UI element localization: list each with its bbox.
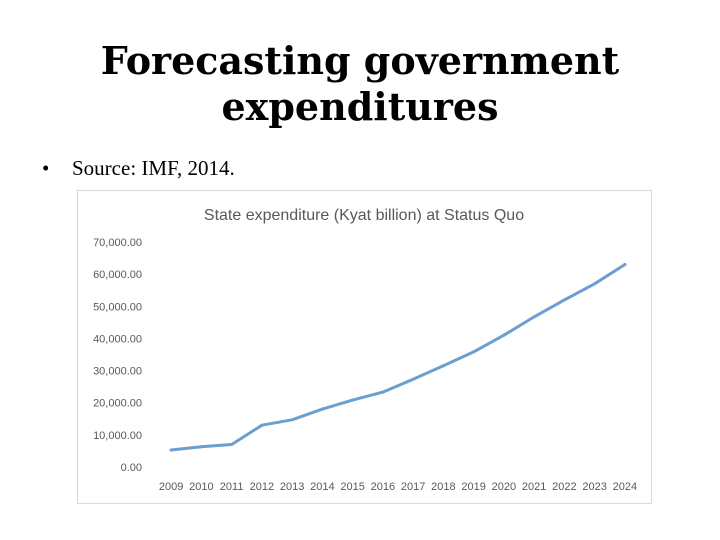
x-tick-label: 2019 <box>461 481 485 493</box>
data-point <box>199 445 203 449</box>
y-tick-label: 60,000.00 <box>93 269 142 281</box>
x-tick-label: 2012 <box>250 481 274 493</box>
slide-title-line-1: Forecasting government <box>100 38 620 83</box>
line-chart: State expenditure (Kyat billion) at Stat… <box>93 207 637 493</box>
series-line <box>169 263 627 452</box>
source-text: Source: IMF, 2014. <box>72 156 235 180</box>
y-tick-label: 40,000.00 <box>93 333 142 345</box>
x-tick-label: 2015 <box>340 481 364 493</box>
data-point <box>381 390 385 394</box>
x-tick-label: 2023 <box>582 481 606 493</box>
x-axis: 2009 2010 2011 2012 2013 2014 2015 2016 2017 2018… <box>159 481 637 493</box>
bullet-dot-icon: • <box>42 156 50 180</box>
y-tick-label: 10,000.00 <box>93 430 142 442</box>
y-axis: 0.00 10,000.00 20,000.00 30,000.00 40,000.00… <box>93 237 142 474</box>
y-tick-label: 0.00 <box>121 462 142 474</box>
data-point <box>411 377 415 381</box>
y-tick-label: 20,000.00 <box>93 398 142 410</box>
x-tick-label: 2020 <box>492 481 516 493</box>
x-tick-label: 2016 <box>371 481 395 493</box>
data-point <box>260 423 264 427</box>
y-tick-label: 50,000.00 <box>93 301 142 313</box>
data-point <box>320 407 324 411</box>
chart-title: State expenditure (Kyat billion) at Stat… <box>204 207 524 224</box>
x-tick-label: 2010 <box>189 481 213 493</box>
y-tick-label: 70,000.00 <box>93 237 142 249</box>
x-tick-label: 2022 <box>552 481 576 493</box>
data-point <box>562 298 566 302</box>
x-tick-label: 2011 <box>220 481 244 493</box>
series-group <box>169 263 627 452</box>
data-point <box>169 448 173 452</box>
data-point <box>593 282 597 286</box>
data-point <box>351 398 355 402</box>
data-point <box>472 350 476 354</box>
slide-title: Forecasting government expenditures <box>0 38 720 130</box>
chart-frame: State expenditure (Kyat billion) at Stat… <box>77 190 652 504</box>
x-tick-label: 2021 <box>522 481 546 493</box>
data-point <box>441 364 445 368</box>
y-tick-label: 30,000.00 <box>93 366 142 378</box>
x-tick-label: 2024 <box>613 481 637 493</box>
data-point <box>290 418 294 422</box>
x-tick-label: 2017 <box>401 481 425 493</box>
x-tick-label: 2018 <box>431 481 455 493</box>
source-bullet: • Source: IMF, 2014. <box>42 156 235 181</box>
x-tick-label: 2014 <box>310 481 334 493</box>
data-point <box>623 263 627 266</box>
slide-title-line-2: expenditures <box>221 84 499 129</box>
x-tick-label: 2009 <box>159 481 183 493</box>
data-point <box>502 333 506 337</box>
data-point <box>230 443 234 446</box>
x-tick-label: 2013 <box>280 481 304 493</box>
data-point <box>532 315 536 319</box>
